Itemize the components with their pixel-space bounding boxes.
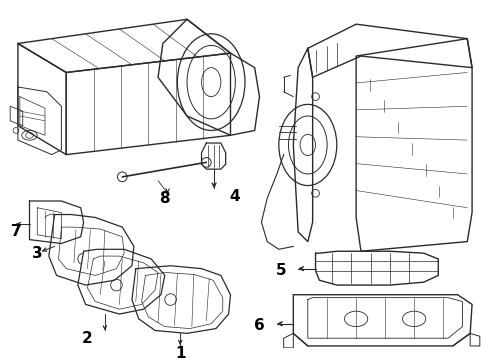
- Text: 4: 4: [229, 189, 240, 204]
- Polygon shape: [316, 251, 438, 285]
- Polygon shape: [201, 143, 226, 169]
- Text: 1: 1: [175, 346, 186, 360]
- Ellipse shape: [118, 172, 127, 182]
- Text: 7: 7: [11, 224, 21, 239]
- Polygon shape: [49, 215, 134, 285]
- Text: 6: 6: [254, 318, 265, 333]
- Polygon shape: [78, 249, 165, 314]
- Text: 3: 3: [32, 246, 43, 261]
- Text: 5: 5: [275, 263, 286, 278]
- Polygon shape: [29, 201, 84, 243]
- Text: 8: 8: [159, 190, 170, 206]
- Polygon shape: [132, 266, 230, 333]
- Ellipse shape: [201, 158, 211, 167]
- Text: 2: 2: [82, 331, 93, 346]
- Polygon shape: [294, 295, 472, 346]
